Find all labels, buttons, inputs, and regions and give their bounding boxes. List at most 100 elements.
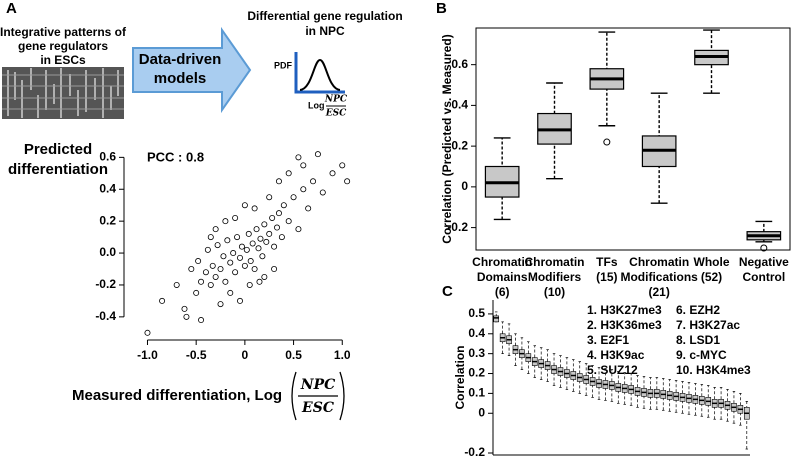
point [243,246,250,253]
point [144,329,151,336]
annotation: 10. H3K4me3 [676,363,751,377]
annotation: 7. H3K27ac [676,318,740,332]
point [217,266,224,273]
x-tick-label: -0.5 [186,348,207,362]
point [193,289,200,296]
pdf-curve [299,58,341,91]
x-tick-label: TFs [596,255,618,269]
diagram-text: PDF [274,60,293,70]
point [339,162,346,169]
y-tick-label: 0.3 [468,346,485,360]
x-tick-label: Chromatin [629,255,689,269]
x-tick-label: Modifications [620,270,698,284]
point [280,202,287,209]
point [261,273,268,280]
point [329,170,336,177]
pdf-axes [294,52,345,94]
point [204,246,211,253]
point [173,281,180,288]
y-tick-label: 0.6 [451,57,468,71]
diagram-text: NPC [324,95,348,105]
box [493,315,500,323]
x-tick-label: (21) [648,285,669,299]
annotation: 9. c-MYC [676,348,727,362]
x-tick-label: Whole [694,255,730,269]
point [222,218,229,225]
point [198,278,205,285]
point [256,278,263,285]
y-tick-label: 0.4 [451,98,468,112]
diagram-text: gene regulators [18,39,108,53]
point [232,214,239,221]
panel-label: A [6,0,17,17]
x-tick-label: (52) [701,270,722,284]
barcode-image [2,67,124,119]
point [222,278,229,285]
diagram-text: Integrative patterns of [0,25,127,39]
point [220,253,227,260]
point [236,297,243,304]
point [275,178,282,185]
point [263,238,270,245]
paren [291,371,297,421]
point [253,226,260,233]
point [300,162,307,169]
point [275,210,282,217]
point [227,259,234,266]
point [241,202,248,209]
point [259,253,266,260]
y-tick-label: 0.4 [468,326,485,340]
annotation: 1. H3K27me3 [587,303,662,317]
point [207,281,214,288]
y-tick-label: 0.4 [99,181,116,195]
point [245,230,252,237]
point [198,317,205,324]
point [319,189,326,196]
point [274,224,281,231]
point [159,297,166,304]
point [232,269,239,276]
outlier [760,244,768,252]
outlier [603,138,611,146]
x-axis-label: Measured differentiation, Log [72,387,282,404]
x-tick-label: -1.0 [137,348,158,362]
annotation: 4. H3K9ac [587,348,645,362]
point [344,178,351,185]
point [271,243,278,250]
point [305,205,312,212]
annotation: 2. H3K36me3 [587,318,662,332]
diagram-text: Differential gene regulation [247,9,402,23]
diagram-text: in ESCs [40,53,86,67]
point [212,226,219,233]
point [202,269,209,276]
point [236,254,243,261]
x-tick-label: Modifiers [528,270,582,284]
y-tick-label: 0.2 [468,366,485,380]
panel-label: B [436,0,447,17]
point [183,313,190,320]
x-axis-label: NPC [300,377,335,393]
y-tick-label: -0.2 [464,445,485,459]
point [181,305,188,312]
x-tick-label: Negative [739,255,789,269]
x-tick-label: Chromatin [472,255,532,269]
x-tick-label: Control [743,270,786,284]
point [217,301,224,308]
y-axis-label: Correlation [453,345,467,409]
point [251,205,258,212]
point [195,258,202,265]
x-tick-label: 0 [242,348,249,362]
point [271,266,278,273]
point [300,186,307,193]
x-axis-label: ESC [301,400,334,416]
point [188,266,195,273]
annotation: 5. SUZ12 [587,363,638,377]
panel-label: C [442,283,453,300]
y-tick-label: 0.2 [451,138,468,152]
x-tick-label: (15) [596,270,617,284]
y-tick-label: -0.2 [447,220,468,234]
y-tick-label: 0.1 [468,386,485,400]
annotation: PCC : 0.8 [147,149,204,164]
diagram-text: ESC [325,109,347,119]
